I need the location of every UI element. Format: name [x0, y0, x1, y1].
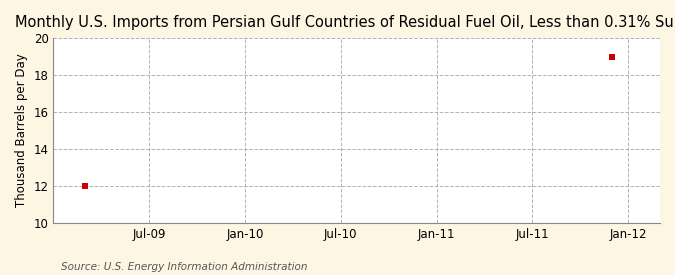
Text: Source: U.S. Energy Information Administration: Source: U.S. Energy Information Administ… — [61, 262, 307, 272]
Y-axis label: Thousand Barrels per Day: Thousand Barrels per Day — [15, 54, 28, 207]
Title: Monthly U.S. Imports from Persian Gulf Countries of Residual Fuel Oil, Less than: Monthly U.S. Imports from Persian Gulf C… — [15, 15, 675, 30]
